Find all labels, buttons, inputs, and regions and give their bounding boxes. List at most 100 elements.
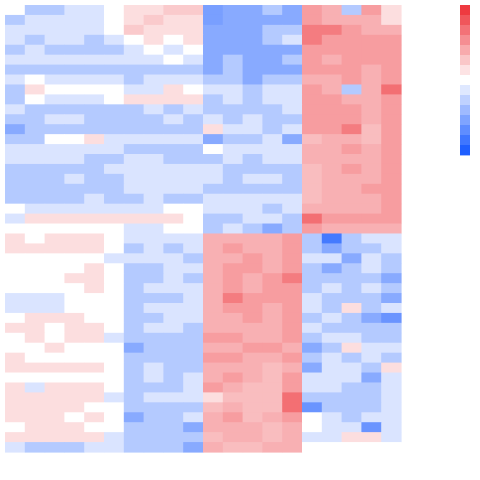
heatmap-cell-r6-c9 bbox=[183, 64, 204, 76]
heatmap-cell-r43-c2 bbox=[44, 432, 65, 443]
heatmap-cell-r34-c8 bbox=[163, 342, 184, 354]
heatmap-cell-r43-c3 bbox=[64, 432, 85, 443]
heatmap-cell-r38-c13 bbox=[262, 382, 283, 393]
heatmap-cell-r13-c9 bbox=[183, 134, 204, 145]
heatmap-cell-r4-c16 bbox=[321, 44, 343, 56]
heatmap-cell-r40-c10 bbox=[203, 402, 224, 413]
heatmap-cell-r34-c1 bbox=[24, 342, 46, 354]
heatmap-cell-r14-c12 bbox=[242, 144, 263, 155]
heatmap-cell-r39-c8 bbox=[163, 392, 184, 403]
heatmap-cell-r0-c13 bbox=[262, 5, 283, 16]
heatmap-cell-r4-c19 bbox=[381, 44, 402, 56]
heatmap-cell-r16-c9 bbox=[183, 163, 204, 175]
heatmap-cell-r13-c10 bbox=[203, 134, 224, 145]
heatmap-cell-r37-c2 bbox=[44, 372, 65, 384]
heatmap-cell-r16-c19 bbox=[381, 163, 402, 175]
heatmap-cell-r16-c15 bbox=[302, 163, 323, 175]
heatmap-cell-r14-c11 bbox=[222, 144, 244, 155]
heatmap-cell-r32-c15 bbox=[302, 322, 323, 334]
heatmap-cell-r42-c10 bbox=[203, 422, 224, 433]
heatmap-cell-r44-c8 bbox=[163, 442, 184, 453]
heatmap-cell-r25-c11 bbox=[222, 253, 244, 264]
heatmap-cell-r6-c5 bbox=[104, 64, 125, 76]
heatmap-cell-r13-c4 bbox=[84, 134, 105, 145]
heatmap-cell-r29-c13 bbox=[262, 293, 283, 304]
heatmap-cell-r7-c12 bbox=[242, 74, 263, 86]
heatmap-cell-r31-c19 bbox=[381, 312, 402, 324]
heatmap-cell-r25-c5 bbox=[104, 253, 125, 264]
heatmap-cell-r3-c13 bbox=[262, 34, 283, 46]
heatmap-cell-r0-c14 bbox=[282, 5, 303, 16]
heatmap-cell-r23-c0 bbox=[5, 233, 26, 244]
legend-swatch-6 bbox=[460, 65, 470, 76]
heatmap-cell-r9-c7 bbox=[143, 94, 164, 105]
heatmap-cell-r0-c10 bbox=[203, 5, 224, 16]
heatmap-cell-r31-c13 bbox=[262, 312, 283, 324]
heatmap-cell-r23-c15 bbox=[302, 233, 323, 244]
heatmap-cell-r17-c5 bbox=[104, 173, 125, 185]
heatmap-cell-r18-c19 bbox=[381, 183, 402, 195]
heatmap-cell-r36-c8 bbox=[163, 362, 184, 374]
heatmap-cell-r17-c11 bbox=[222, 173, 244, 185]
heatmap-cell-r12-c19 bbox=[381, 124, 402, 135]
heatmap-cell-r7-c2 bbox=[44, 74, 65, 86]
heatmap-cell-r28-c10 bbox=[203, 283, 224, 294]
heatmap-cell-r38-c7 bbox=[143, 382, 164, 393]
heatmap-cell-r1-c6 bbox=[123, 14, 145, 26]
heatmap-cell-r27-c3 bbox=[64, 273, 85, 284]
heatmap-cell-r7-c18 bbox=[361, 74, 382, 86]
heatmap-cell-r24-c6 bbox=[123, 243, 145, 254]
heatmap-cell-r4-c1 bbox=[24, 44, 46, 56]
heatmap-cell-r22-c19 bbox=[381, 223, 402, 235]
heatmap-cell-r3-c0 bbox=[5, 34, 26, 46]
heatmap-cell-r22-c14 bbox=[282, 223, 303, 235]
heatmap-cell-r18-c1 bbox=[24, 183, 46, 195]
heatmap-cell-r33-c2 bbox=[44, 332, 65, 344]
heatmap-cell-r3-c4 bbox=[84, 34, 105, 46]
heatmap-cell-r35-c14 bbox=[282, 352, 303, 364]
heatmap-cell-r3-c5 bbox=[104, 34, 125, 46]
heatmap-cell-r0-c16 bbox=[321, 5, 343, 16]
heatmap-cell-r8-c10 bbox=[203, 84, 224, 95]
heatmap-cell-r5-c8 bbox=[163, 54, 184, 66]
heatmap-cell-r35-c11 bbox=[222, 352, 244, 364]
heatmap-cell-r34-c17 bbox=[341, 342, 362, 354]
heatmap-cell-r2-c9 bbox=[183, 24, 204, 36]
heatmap-cell-r30-c11 bbox=[222, 303, 244, 314]
heatmap-cell-r15-c17 bbox=[341, 154, 362, 165]
legend-swatch-1 bbox=[460, 15, 470, 26]
heatmap-cell-r16-c2 bbox=[44, 163, 65, 175]
heatmap-cell-r4-c18 bbox=[361, 44, 382, 56]
heatmap-cell-r44-c16 bbox=[321, 442, 343, 453]
heatmap-cell-r44-c11 bbox=[222, 442, 244, 453]
heatmap-cell-r24-c14 bbox=[282, 243, 303, 254]
heatmap-cell-r30-c7 bbox=[143, 303, 164, 314]
heatmap-cell-r0-c0 bbox=[5, 5, 26, 16]
heatmap-cell-r23-c9 bbox=[183, 233, 204, 244]
heatmap-cell-r25-c16 bbox=[321, 253, 343, 264]
heatmap-cell-r4-c7 bbox=[143, 44, 164, 56]
heatmap-cell-r20-c15 bbox=[302, 203, 323, 215]
heatmap-cell-r29-c1 bbox=[24, 293, 46, 304]
heatmap-cell-r28-c17 bbox=[341, 283, 362, 294]
heatmap-cell-r26-c7 bbox=[143, 263, 164, 274]
heatmap-cell-r26-c0 bbox=[5, 263, 26, 274]
heatmap-cell-r6-c16 bbox=[321, 64, 343, 76]
heatmap-cell-r3-c10 bbox=[203, 34, 224, 46]
heatmap-cell-r18-c2 bbox=[44, 183, 65, 195]
heatmap-cell-r22-c9 bbox=[183, 223, 204, 235]
heatmap-cell-r30-c19 bbox=[381, 303, 402, 314]
heatmap-cell-r28-c15 bbox=[302, 283, 323, 294]
heatmap-cell-r4-c5 bbox=[104, 44, 125, 56]
legend-swatch-5 bbox=[460, 55, 470, 66]
heatmap-cell-r9-c3 bbox=[64, 94, 85, 105]
heatmap-cell-r8-c0 bbox=[5, 84, 26, 95]
heatmap-cell-r38-c18 bbox=[361, 382, 382, 393]
heatmap-cell-r13-c19 bbox=[381, 134, 402, 145]
heatmap-cell-r40-c0 bbox=[5, 402, 26, 413]
heatmap-cell-r29-c3 bbox=[64, 293, 85, 304]
heatmap-cell-r13-c3 bbox=[64, 134, 85, 145]
heatmap-cell-r0-c5 bbox=[104, 5, 125, 16]
heatmap-cell-r27-c15 bbox=[302, 273, 323, 284]
heatmap-cell-r42-c4 bbox=[84, 422, 105, 433]
